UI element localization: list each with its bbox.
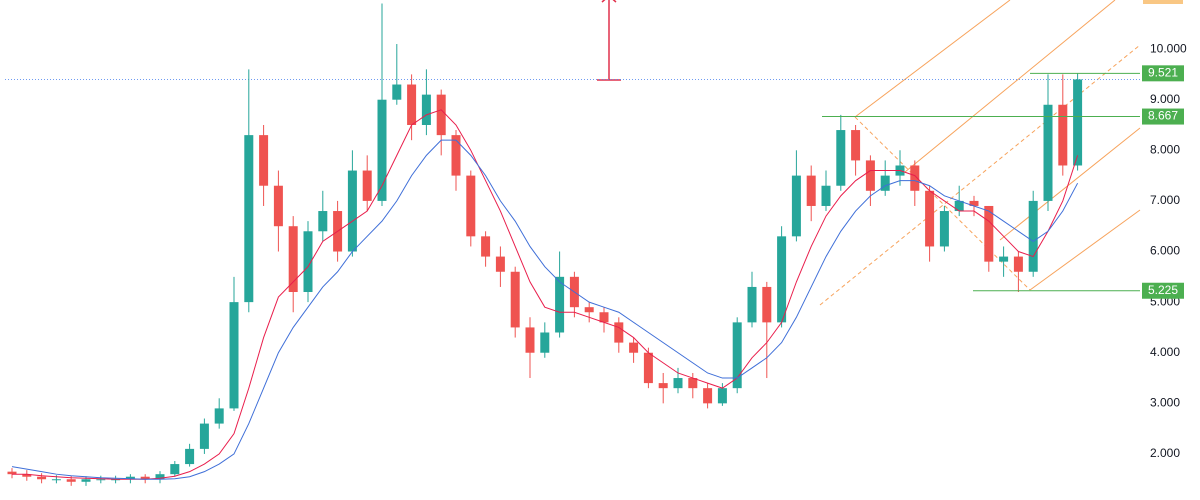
candle-body	[747, 286, 757, 323]
candle-body	[1058, 104, 1068, 166]
candle-body	[984, 205, 994, 262]
candle-body	[81, 479, 91, 482]
price-label-box	[1142, 282, 1184, 299]
candle-body	[821, 185, 831, 206]
candle-body	[51, 479, 61, 481]
pitchfork-median	[819, 44, 1141, 306]
candle-body	[140, 476, 150, 480]
pitchfork-line	[1029, 209, 1141, 291]
moving-average	[11, 139, 1079, 480]
candle-body	[643, 352, 653, 384]
measure-tool	[597, 0, 621, 81]
candle-body	[865, 160, 875, 191]
candle-body	[969, 200, 979, 206]
candles	[7, 3, 1083, 486]
y-tick-label: 3.000	[1150, 396, 1180, 410]
candle-body	[66, 479, 76, 482]
moving-average	[12, 109, 1079, 480]
candle-body	[199, 423, 209, 449]
candle-body	[880, 175, 890, 191]
candle-body	[910, 165, 920, 191]
price-label-box	[1142, 65, 1184, 82]
candle-body	[614, 322, 624, 343]
candle-body	[466, 175, 476, 237]
candle-body	[244, 135, 254, 303]
y-tick-label: 6.000	[1150, 244, 1180, 258]
candle-body	[288, 226, 298, 293]
candle-body	[495, 256, 505, 272]
candle-body	[540, 332, 550, 353]
price-label: 5.225	[1148, 283, 1178, 297]
candle-body	[629, 342, 639, 353]
candle-body	[185, 448, 195, 465]
candle-body	[658, 383, 668, 389]
candle-body	[584, 307, 594, 313]
candle-body	[125, 476, 135, 480]
candle-body	[1013, 256, 1023, 272]
candle-body	[421, 94, 431, 125]
candle-body	[777, 236, 787, 323]
candle-body	[22, 474, 32, 477]
candle-body	[451, 135, 461, 176]
candle-body	[525, 327, 535, 353]
candle-body	[806, 175, 816, 206]
pitchfork-line	[999, 127, 1141, 241]
candle-body	[510, 271, 520, 328]
y-tick-label: 9.000	[1150, 92, 1180, 106]
candle-body	[762, 286, 772, 323]
price-badge	[1143, 0, 1183, 4]
candle-body	[836, 130, 846, 186]
candle-body	[481, 236, 491, 257]
candle-body	[37, 476, 47, 480]
y-tick-label: 8.000	[1150, 142, 1180, 156]
candle-body	[377, 99, 387, 201]
y-tick-label: 4.000	[1150, 345, 1180, 359]
y-tick-label: 10.000	[1150, 41, 1187, 55]
candle-body	[347, 170, 357, 252]
pitchfork-line	[854, 0, 1011, 118]
candle-body	[925, 190, 935, 247]
candle-body	[703, 388, 713, 404]
candle-body	[214, 408, 224, 424]
candle-body	[1043, 104, 1053, 201]
candle-body	[407, 84, 417, 125]
candle-body	[170, 464, 180, 475]
candle-body	[96, 479, 106, 481]
price-label: 8.667	[1148, 109, 1178, 123]
candle-body	[7, 471, 17, 475]
candle-body	[259, 135, 269, 186]
candle-body	[273, 185, 283, 227]
pitchfork-line	[904, 0, 1116, 173]
candle-body	[362, 170, 372, 201]
candle-body	[599, 312, 609, 323]
candle-body	[999, 256, 1009, 262]
candle-body	[392, 84, 402, 100]
y-tick-label: 7.000	[1150, 193, 1180, 207]
candle-body	[1028, 200, 1038, 272]
candle-body	[1073, 79, 1083, 166]
candle-body	[688, 378, 698, 389]
candle-body	[555, 276, 565, 333]
price-label: 9.521	[1148, 66, 1178, 80]
y-tick-label: 2.000	[1150, 446, 1180, 460]
candle-body	[303, 231, 313, 293]
candle-body	[436, 94, 446, 136]
candle-body	[229, 302, 239, 409]
candle-body	[954, 200, 964, 212]
candle-body	[155, 474, 165, 480]
candle-body	[851, 130, 861, 161]
y-axis: 2.0003.0004.0005.0006.0007.0008.0009.000…	[1140, 41, 1187, 460]
candle-body	[717, 388, 727, 404]
candle-body	[939, 211, 949, 247]
candle-body	[318, 211, 328, 232]
candle-body	[732, 322, 742, 389]
candle-body	[673, 378, 683, 389]
candle-body	[791, 175, 801, 237]
price-label-box	[1142, 108, 1184, 125]
pitchfork	[819, 0, 1141, 306]
